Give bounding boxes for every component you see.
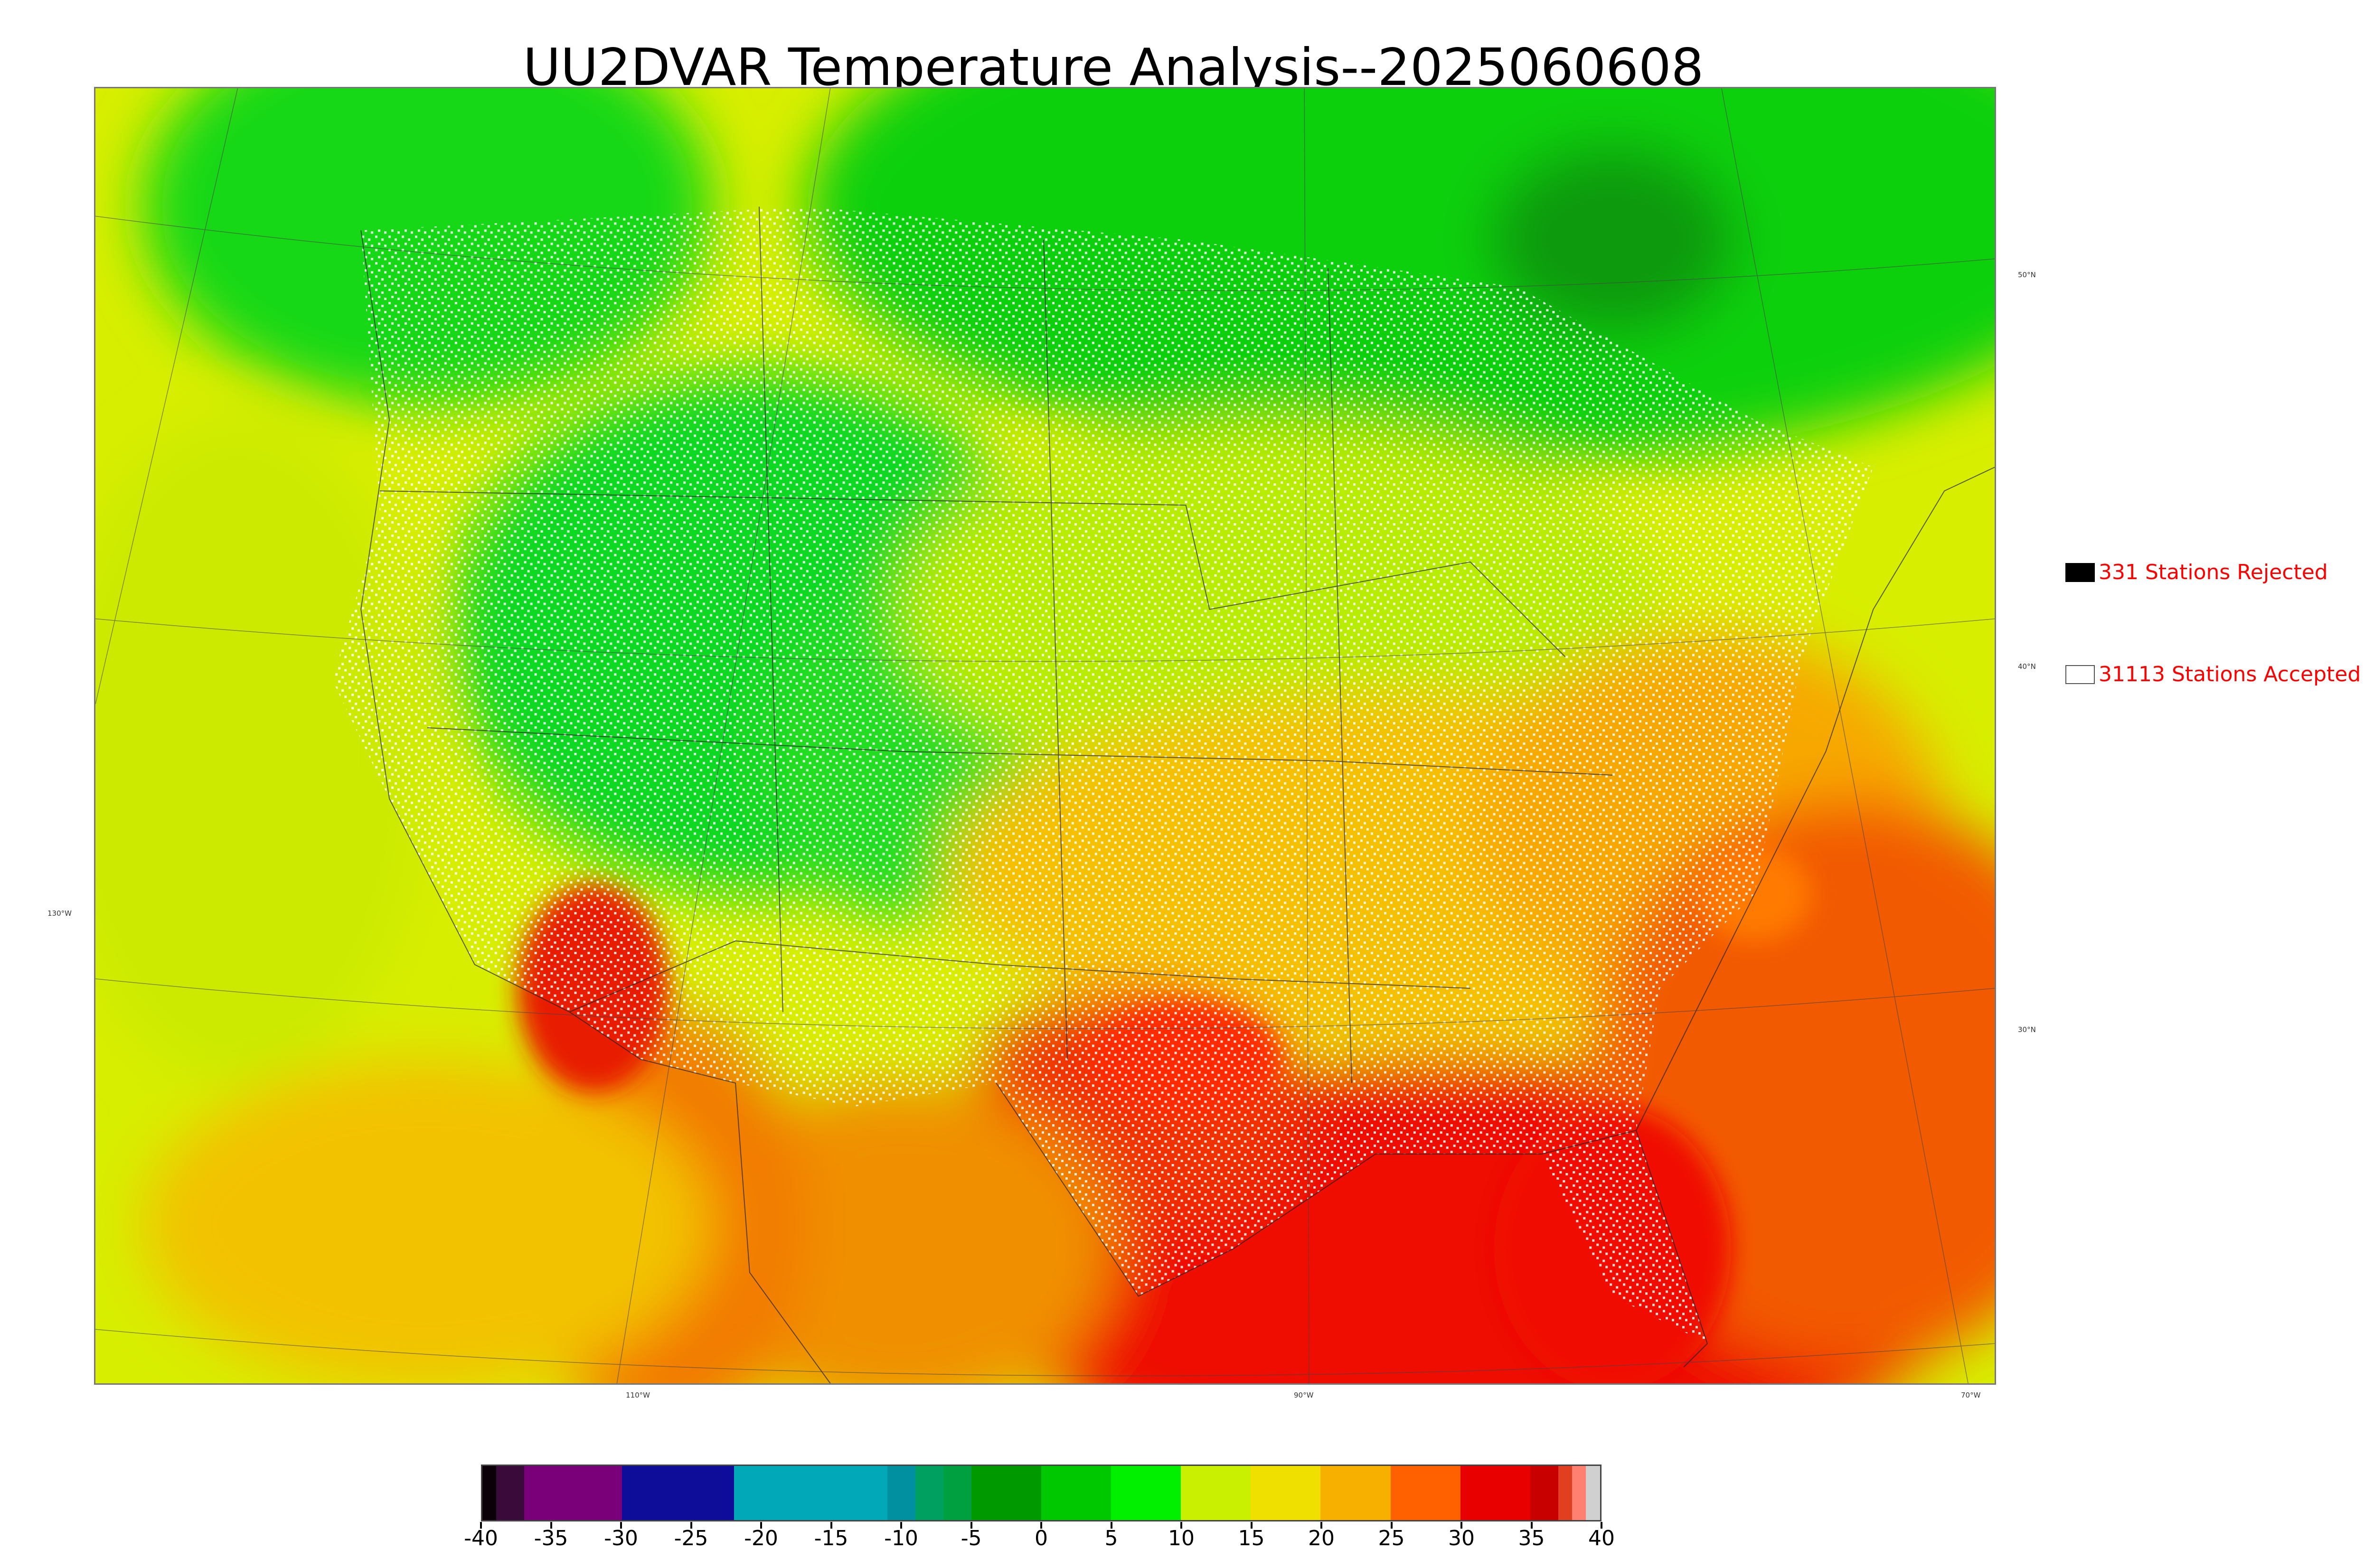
legend-accepted-label: 31113 Stations Accepted — [2099, 662, 2361, 686]
colorbar-tick-mark — [1040, 1522, 1042, 1529]
colorbar-segment — [734, 1466, 762, 1520]
colorbar-segment — [831, 1466, 888, 1520]
colorbar-tick-label: -40 — [464, 1526, 498, 1550]
temperature-map[interactable] — [94, 87, 1996, 1385]
lon-label-90w: 90°W — [1294, 1391, 1314, 1399]
colorbar-tick-label: -25 — [674, 1526, 708, 1550]
colorbar-segment — [580, 1466, 622, 1520]
colorbar-tick-mark — [1110, 1522, 1112, 1529]
rejected-marker-icon — [2065, 563, 2095, 582]
colorbar-tick-label: 10 — [1168, 1526, 1195, 1550]
lat-label-30n: 30°N — [2018, 1025, 2036, 1034]
colorbar-tick-mark — [970, 1522, 972, 1529]
colorbar-segment — [1460, 1466, 1530, 1520]
colorbar-tick-label: -35 — [534, 1526, 568, 1550]
colorbar-tick-mark — [900, 1522, 902, 1529]
colorbar-tick-label: -5 — [961, 1526, 982, 1550]
colorbar-tick-mark — [620, 1522, 622, 1529]
colorbar-segment — [622, 1466, 692, 1520]
colorbar-tick-mark — [1530, 1522, 1533, 1529]
colorbar-segment — [482, 1466, 497, 1520]
colorbar-segment — [496, 1466, 525, 1520]
lon-label-130w: 130°W — [47, 909, 72, 918]
colorbar-tick-label: 40 — [1588, 1526, 1615, 1550]
legend-rejected-label: 331 Stations Rejected — [2099, 560, 2328, 584]
accepted-marker-icon — [2065, 665, 2095, 684]
colorbar-tick-label: 20 — [1308, 1526, 1335, 1550]
colorbar-segment — [1530, 1466, 1558, 1520]
colorbar-segment — [1558, 1466, 1573, 1520]
colorbar-tick-label: -15 — [814, 1526, 848, 1550]
lat-label-50n: 50°N — [2018, 271, 2036, 279]
colorbar-tick-mark — [1390, 1522, 1393, 1529]
lon-label-110w: 110°W — [626, 1391, 650, 1399]
legend-accepted: 31113 Stations Accepted — [2065, 662, 2361, 686]
colorbar-tick-label: 15 — [1238, 1526, 1265, 1550]
colorbar-tick-mark — [830, 1522, 832, 1529]
colorbar-tick-label: 35 — [1518, 1526, 1545, 1550]
colorbar-segment — [1041, 1466, 1112, 1520]
colorbar-tick-label: -10 — [884, 1526, 918, 1550]
colorbar-tick-label: 30 — [1448, 1526, 1475, 1550]
temperature-colorbar — [481, 1465, 1602, 1521]
colorbar-segment — [943, 1466, 971, 1520]
colorbar-segment — [524, 1466, 580, 1520]
colorbar-tick-mark — [480, 1522, 482, 1529]
legend-rejected: 331 Stations Rejected — [2065, 560, 2328, 584]
colorbar-segment — [1181, 1466, 1251, 1520]
colorbar-tick-label: -20 — [744, 1526, 778, 1550]
colorbar-tick-mark — [690, 1522, 692, 1529]
colorbar-segment — [1390, 1466, 1460, 1520]
colorbar-segment — [1320, 1466, 1391, 1520]
colorbar-tick-label: 0 — [1035, 1526, 1048, 1550]
lon-label-70w: 70°W — [1961, 1391, 1981, 1399]
temperature-field — [95, 88, 1995, 1383]
colorbar-tick-mark — [1250, 1522, 1253, 1529]
colorbar-tick-mark — [1320, 1522, 1322, 1529]
colorbar-segment — [692, 1466, 734, 1520]
colorbar-tick-label: -30 — [604, 1526, 638, 1550]
colorbar-segment — [887, 1466, 916, 1520]
colorbar-tick-label: 5 — [1104, 1526, 1118, 1550]
colorbar-segment — [1586, 1466, 1600, 1520]
colorbar-segment — [915, 1466, 943, 1520]
colorbar-tick-mark — [1180, 1522, 1182, 1529]
colorbar-tick-mark — [760, 1522, 762, 1529]
lat-label-40n: 40°N — [2018, 662, 2036, 671]
colorbar-segment — [762, 1466, 832, 1520]
colorbar-tick-label: 25 — [1378, 1526, 1405, 1550]
colorbar-segment — [971, 1466, 1041, 1520]
colorbar-tick-mark — [550, 1522, 552, 1529]
colorbar-segment — [1572, 1466, 1586, 1520]
colorbar-tick-mark — [1460, 1522, 1462, 1529]
colorbar-segment — [1111, 1466, 1181, 1520]
colorbar-tick-mark — [1601, 1522, 1602, 1529]
colorbar-segment — [1251, 1466, 1321, 1520]
